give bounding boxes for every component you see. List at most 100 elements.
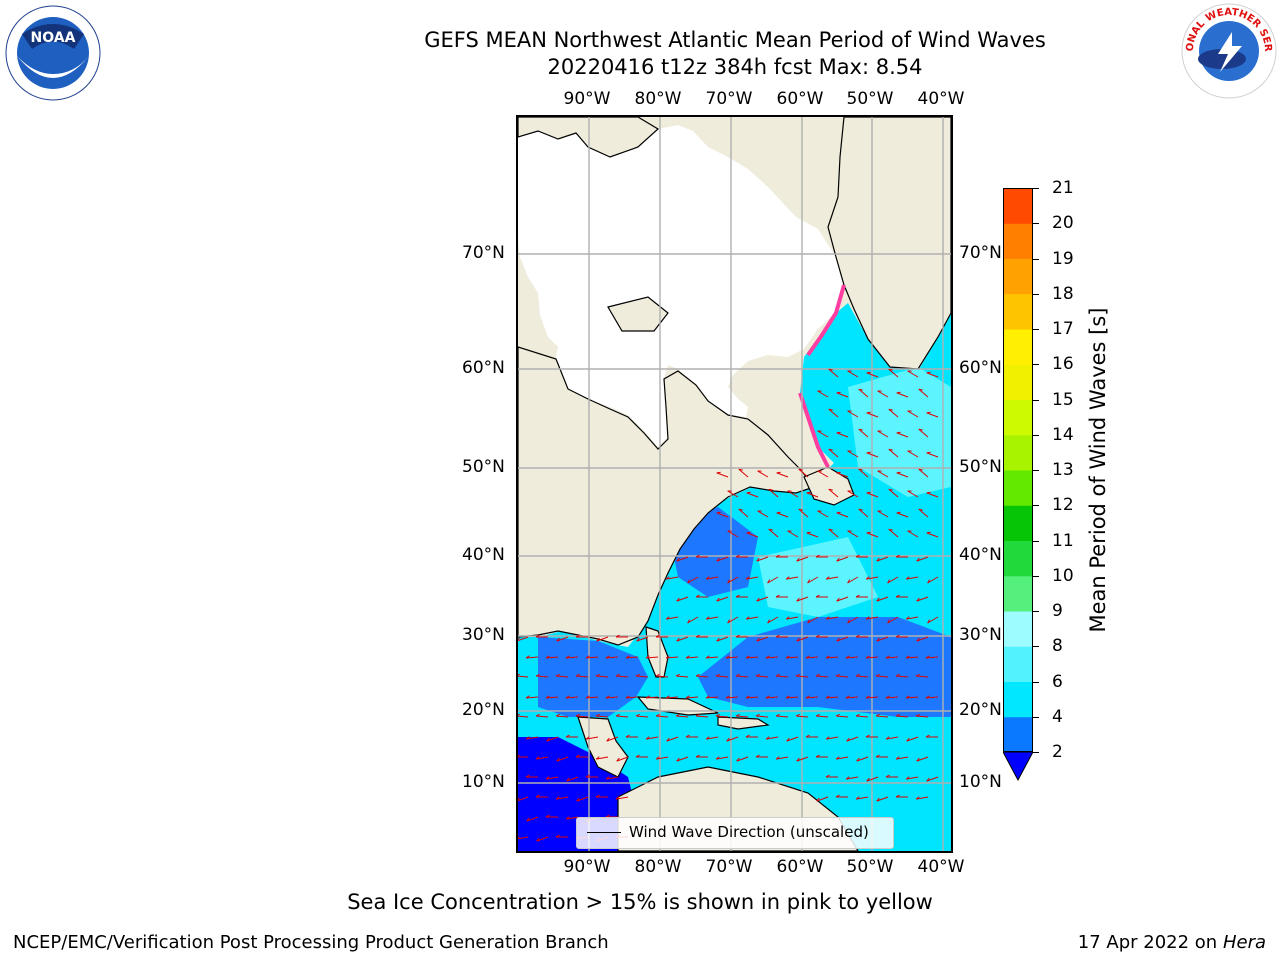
wave-direction-arrow (866, 776, 879, 782)
wave-direction-arrowhead (828, 488, 833, 491)
wave-direction-arrowhead (815, 554, 820, 558)
wave-direction-arrow (606, 696, 619, 699)
wave-direction-arrowhead (585, 695, 590, 699)
wave-direction-arrowhead (545, 695, 550, 699)
wave-direction-arrow (746, 656, 759, 659)
colorbar-tick (1033, 434, 1039, 436)
wave-direction-arrowhead (735, 673, 740, 677)
wave-direction-arrowhead (616, 757, 620, 762)
wave-direction-arrow (687, 616, 699, 624)
wave-direction-arrow (716, 756, 729, 760)
wave-direction-arrow (816, 715, 829, 718)
wave-direction-arrowhead (888, 528, 893, 531)
wave-direction-arrow (798, 508, 809, 518)
wave-direction-arrowhead (855, 634, 860, 638)
wave-direction-arrowhead (845, 695, 850, 699)
wave-direction-arrowhead (738, 468, 743, 471)
wave-direction-arrowhead (866, 491, 871, 494)
wave-direction-arrowhead (796, 597, 800, 602)
wave-direction-arrow (696, 715, 709, 718)
wave-direction-arrowhead (836, 391, 841, 394)
southampton-island (607, 296, 669, 332)
wave-direction-arrowhead (665, 576, 670, 580)
wave-direction-arrowhead (915, 673, 920, 677)
map-panel (516, 115, 953, 853)
wave-direction-arrowhead (866, 777, 870, 782)
wave-direction-arrowhead (846, 737, 850, 742)
wave-direction-arrowhead (896, 391, 901, 394)
wave-direction-arrowhead (526, 817, 530, 822)
wave-direction-arrowhead (555, 673, 560, 677)
wave-direction-arrowhead (866, 371, 871, 374)
colorbar-tick (1033, 716, 1039, 718)
wave-direction-arrowhead (615, 796, 620, 800)
wave-direction-arrow (656, 675, 669, 678)
wave-direction-arrow (888, 368, 899, 378)
wave-direction-arrow (526, 816, 539, 822)
wave-direction-arrowhead (716, 557, 720, 562)
wave-direction-arrowhead (675, 713, 680, 717)
wave-direction-arrowhead (525, 655, 530, 659)
lat-tick-left: 50°N (462, 457, 505, 477)
wave-direction-arrowhead (687, 619, 691, 624)
wave-direction-arrow (817, 390, 829, 398)
wave-direction-arrowhead (605, 776, 610, 780)
legend-label: Wind Wave Direction (unscaled) (629, 823, 869, 841)
wave-direction-arrowhead (565, 695, 570, 699)
wave-direction-arrowhead (795, 713, 800, 717)
wave-direction-arrow (896, 472, 909, 478)
wave-direction-arrowhead (806, 531, 811, 534)
wave-direction-arrowhead (815, 594, 820, 598)
wave-direction-arrow (556, 636, 569, 642)
wave-direction-arrow (896, 675, 909, 678)
wave-direction-arrowhead (885, 774, 890, 778)
wave-direction-arrowhead (556, 637, 560, 642)
wave-direction-arrowhead (725, 655, 730, 659)
wave-direction-arrowhead (918, 428, 923, 431)
wave-direction-arrow (907, 370, 919, 378)
lon-tick-bottom: 70°W (705, 857, 753, 877)
wave-direction-arrow (756, 556, 769, 562)
wave-direction-arrowhead (858, 428, 863, 431)
wave-direction-arrow (927, 616, 939, 624)
wave-direction-arrow (656, 756, 669, 760)
footer-host: Hera (1222, 932, 1266, 953)
wave-direction-arrowhead (525, 695, 530, 699)
wave-direction-arrowhead (906, 737, 910, 742)
wave-direction-arrowhead (888, 448, 893, 451)
wave-direction-arrowhead (676, 557, 680, 562)
wave-direction-arrow (536, 836, 549, 842)
wave-direction-arrowhead (676, 637, 680, 642)
wave-direction-arrow (786, 696, 799, 699)
wave-direction-arrow (817, 430, 829, 438)
wave-direction-arrowhead (675, 673, 680, 677)
colorbar-segment (1003, 470, 1033, 506)
wave-direction-arrow (746, 532, 759, 538)
colorbar-tick (1033, 575, 1039, 577)
wave-direction-arrow (887, 616, 899, 624)
lat-tick-right: 30°N (959, 625, 1002, 645)
wave-direction-arrowhead (775, 594, 780, 598)
wave-direction-arrow (736, 715, 749, 718)
colorbar-tick (1033, 258, 1039, 260)
wave-direction-arrow (636, 636, 649, 642)
wave-direction-arrowhead (518, 713, 520, 716)
colorbar-tick (1033, 293, 1039, 295)
wave-direction-arrowhead (645, 655, 650, 659)
wave-direction-arrowhead (918, 388, 923, 391)
wave-direction-arrow (716, 556, 729, 562)
wave-direction-arrow (768, 488, 779, 498)
wave-direction-arrow (847, 450, 859, 458)
wave-direction-arrow (846, 656, 859, 659)
wave-direction-arrowhead (625, 734, 630, 738)
wave-direction-arrowhead (565, 816, 570, 820)
wave-direction-arrowhead (925, 734, 930, 738)
wave-direction-arrowhead (798, 508, 803, 511)
wave-direction-arrow (906, 656, 919, 659)
wave-direction-arrowhead (545, 776, 550, 780)
wave-direction-arrowhead (705, 655, 710, 659)
wave-direction-arrowhead (565, 655, 570, 659)
wave-direction-arrow (907, 490, 919, 498)
wave-direction-arrowhead (615, 713, 620, 717)
greenland (827, 117, 951, 370)
